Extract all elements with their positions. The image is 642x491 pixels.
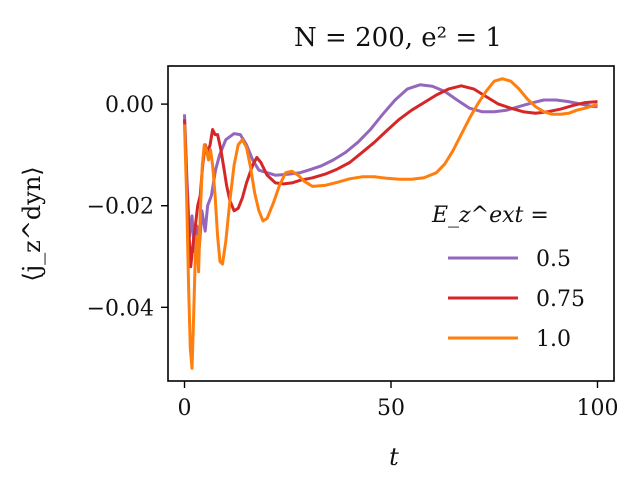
legend-title: E_z^ext = — [431, 203, 549, 228]
x-tick-label: 100 — [576, 396, 618, 421]
y-tick-label: 0.00 — [105, 93, 154, 118]
legend-label-2: 1.0 — [536, 327, 571, 352]
y-axis-label: ⟨j_z^dyn⟩ — [18, 166, 46, 281]
legend: E_z^ext = 0.5 0.75 1.0 — [431, 203, 585, 352]
x-tick-label: 50 — [377, 396, 405, 421]
chart-title: N = 200, e² = 1 — [294, 23, 502, 53]
y-tick-label: −0.04 — [87, 296, 154, 321]
legend-label-1: 0.75 — [536, 287, 585, 312]
legend-items: 0.5 0.75 1.0 — [448, 247, 585, 352]
x-axis-label: t — [389, 443, 399, 471]
series-line-1 — [183, 84, 598, 269]
tick-layer: 0 50 100 0.00 −0.02 −0.04 — [87, 93, 619, 421]
series-line-2 — [183, 77, 599, 370]
series-line-0 — [183, 83, 598, 253]
x-tick-label: 0 — [178, 396, 192, 421]
series-layer — [183, 77, 599, 370]
y-tick-label: −0.02 — [87, 195, 154, 220]
legend-label-0: 0.5 — [536, 247, 571, 272]
